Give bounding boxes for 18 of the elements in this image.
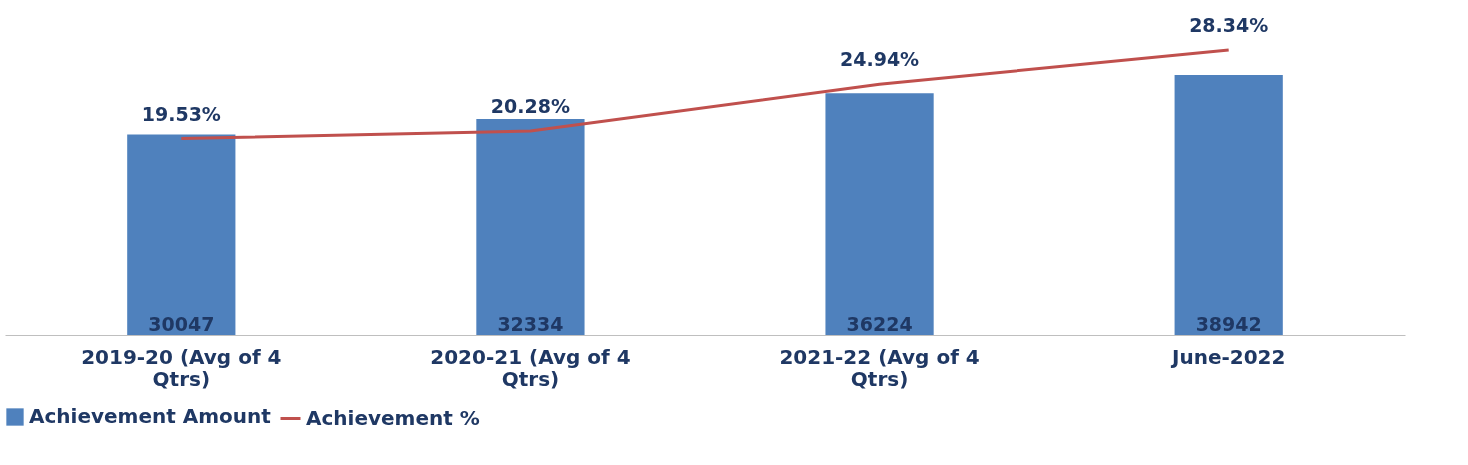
data-label: 38942 — [1195, 313, 1262, 335]
bar — [476, 119, 585, 335]
bar — [1174, 75, 1283, 335]
legend-label: Achievement % — [306, 405, 480, 430]
data-label: 19.53% — [141, 102, 221, 125]
x-tick-label: 2020-21 (Avg of 4 Qtrs) — [430, 344, 631, 391]
data-label: 36224 — [846, 313, 913, 335]
data-label: 24.94% — [839, 48, 920, 71]
data-label: 20.28% — [490, 95, 571, 118]
data-label: 32334 — [497, 313, 564, 335]
x-tick-label: 2019-20 (Avg of 4 Qtrs) — [81, 344, 282, 391]
bar — [825, 93, 934, 335]
data-label: 30047 — [148, 313, 215, 335]
data-label: 28.34% — [1189, 14, 1269, 36]
legend-label: Achievement Amount — [29, 404, 272, 428]
x-tick-label: 2021-22 (Avg of 4 Qtrs) — [779, 344, 980, 391]
bar — [127, 134, 236, 335]
x-tick-label: June-2022 — [1169, 344, 1286, 369]
